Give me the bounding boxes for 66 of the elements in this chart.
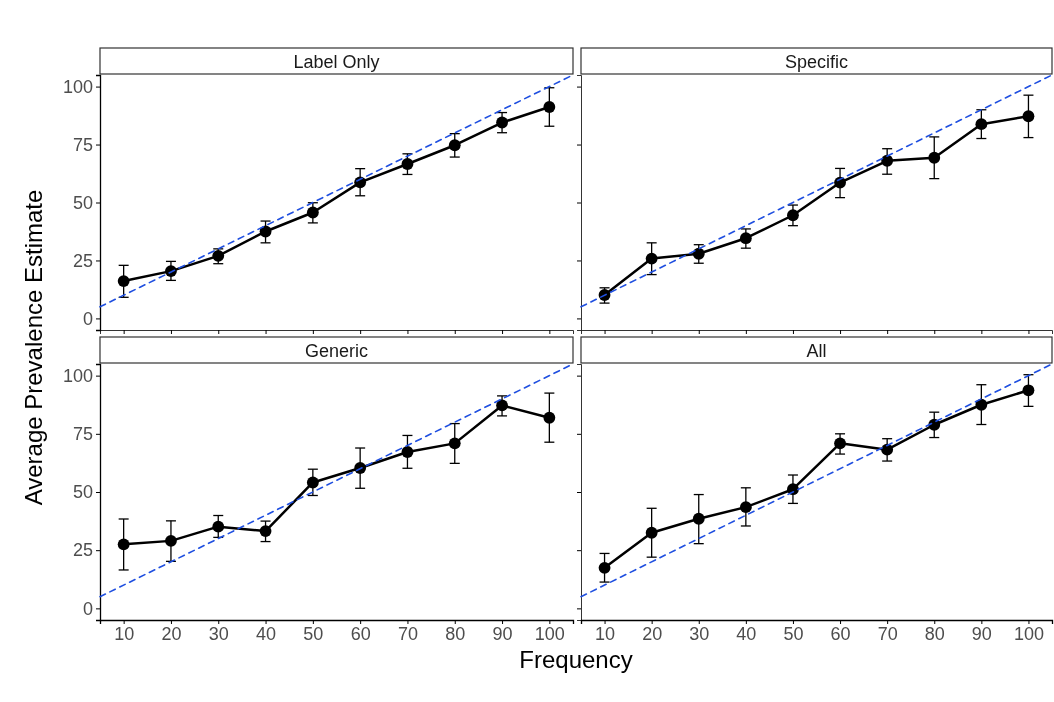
point [306, 476, 319, 489]
x-tick-label: 50 [783, 623, 804, 644]
y-tick-label: 75 [72, 134, 93, 155]
point [645, 526, 658, 539]
y-tick-label: 50 [72, 482, 93, 503]
point [496, 399, 508, 412]
y-tick-label: 0 [82, 598, 93, 619]
x-tick-label: 60 [830, 623, 851, 644]
x-tick-label: 80 [924, 623, 945, 644]
x-tick-label: 30 [689, 623, 710, 644]
point [787, 209, 799, 222]
x-tick-label: 10 [114, 623, 135, 644]
point [306, 206, 319, 219]
point [645, 252, 658, 265]
y-tick-label: 75 [72, 424, 93, 445]
x-tick-label: 20 [161, 623, 182, 644]
point [259, 525, 272, 537]
point [598, 561, 611, 574]
point [543, 411, 556, 424]
point [881, 154, 894, 167]
point [117, 275, 130, 287]
y-axis-title: Average Prevalence Estimate [20, 189, 47, 506]
x-axis-title: Frequency [519, 646, 633, 673]
x-tick-label: 70 [877, 623, 898, 644]
y-tick-label: 100 [62, 365, 93, 386]
x-tick-label: 40 [736, 623, 757, 644]
point [928, 151, 941, 164]
point [448, 139, 461, 152]
point [354, 462, 367, 474]
point [117, 538, 130, 551]
point [401, 158, 414, 170]
point [401, 446, 414, 458]
x-tick-label: 100 [534, 623, 565, 644]
x-tick-label: 30 [208, 623, 229, 644]
point [212, 520, 225, 533]
x-tick-label: 10 [595, 623, 616, 644]
x-tick-label: 90 [492, 623, 513, 644]
x-tick-label: 70 [397, 623, 418, 644]
chart-title: Label Only [293, 51, 380, 72]
y-tick-label: 0 [82, 308, 93, 329]
chart-title: All [806, 340, 827, 361]
point [739, 232, 752, 245]
point [165, 534, 177, 547]
point [543, 101, 556, 113]
x-tick-label: 100 [1013, 623, 1044, 644]
point [692, 512, 705, 525]
chart-title: Generic [304, 340, 369, 361]
x-tick-label: 90 [971, 623, 992, 644]
point [448, 437, 461, 450]
y-tick-label: 25 [72, 540, 93, 561]
point [739, 501, 752, 514]
x-tick-label: 40 [256, 623, 277, 644]
point [692, 247, 705, 260]
x-tick-label: 50 [303, 623, 324, 644]
point [1022, 110, 1035, 123]
point [975, 118, 988, 131]
y-tick-label: 50 [72, 192, 93, 213]
y-tick-label: 100 [62, 76, 93, 97]
point [496, 116, 508, 129]
point [1022, 384, 1035, 397]
y-tick-label: 25 [72, 250, 93, 271]
point [834, 437, 846, 450]
x-tick-label: 80 [445, 623, 466, 644]
x-tick-label: 60 [350, 623, 371, 644]
chart-title: Specific [784, 51, 849, 72]
x-tick-label: 20 [642, 623, 663, 644]
